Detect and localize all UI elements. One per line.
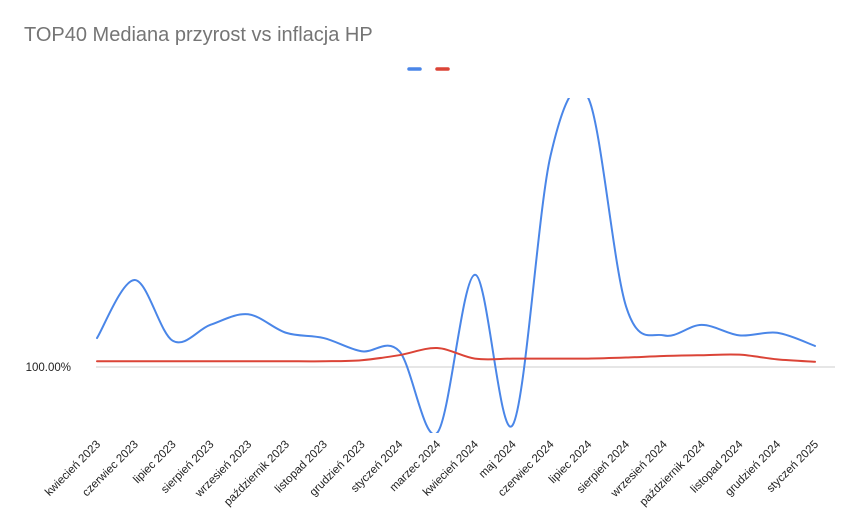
chart-title: TOP40 Mediana przyrost vs inflacja HP (24, 24, 373, 46)
series-line-2 (96, 347, 816, 363)
y-axis-ticks: 100.00% (26, 362, 71, 374)
series-group (96, 98, 816, 433)
y-tick-label: 100.00% (26, 362, 71, 374)
series-line-1 (96, 98, 816, 433)
x-tick-label: październik 2024 (638, 438, 708, 508)
x-tick-label: październik 2023 (222, 439, 292, 509)
